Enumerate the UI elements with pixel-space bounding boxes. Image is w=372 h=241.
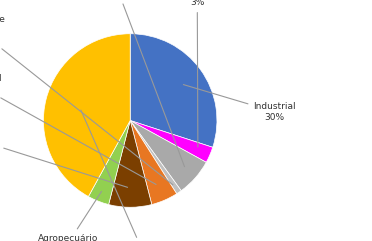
Text: Agropecuário
4%: Agropecuário 4% [38,191,102,241]
Text: Residencial
5%: Residencial 5% [0,74,156,184]
Text: S. Energético
7%: S. Energético 7% [87,0,185,167]
Wedge shape [89,120,130,205]
Text: Comercial e
Público
1%: Comercial e Público 1% [0,14,173,185]
Wedge shape [44,34,130,196]
Wedge shape [109,120,152,207]
Wedge shape [130,120,206,191]
Text: Geração de
Eletricidade
8%: Geração de Eletricidade 8% [0,123,128,187]
Text: Outros
3%: Outros 3% [182,0,212,147]
Text: Industrial
30%: Industrial 30% [183,85,296,121]
Wedge shape [130,120,213,162]
Wedge shape [130,34,217,147]
Wedge shape [130,120,177,205]
Wedge shape [130,120,181,194]
Text: Transportes
42%: Transportes 42% [81,110,170,241]
